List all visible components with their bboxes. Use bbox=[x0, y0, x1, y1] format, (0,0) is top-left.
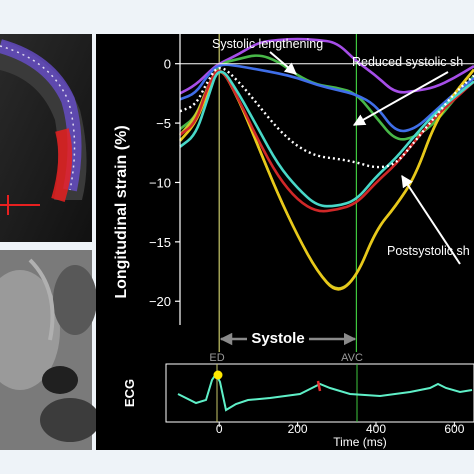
mri-image bbox=[0, 250, 100, 450]
avc-label: AVC bbox=[341, 352, 363, 364]
reference-lines bbox=[218, 34, 357, 352]
annotation-arrow-postsystolic bbox=[401, 174, 461, 265]
axes: 0 −5 −10 −15 −20 bbox=[149, 34, 474, 325]
series-line-7 bbox=[179, 66, 474, 169]
strain-plot: 0 −5 −10 −15 −20 Longitudinal strain (%) Sys… bbox=[113, 34, 474, 364]
annotation-arrow-reduced-systolic bbox=[352, 71, 449, 126]
x-tick-label: 0 bbox=[216, 422, 223, 436]
y-tick-label: 0 bbox=[164, 57, 171, 72]
ecg-ed-marker bbox=[213, 370, 223, 380]
annotation-reduced-systolic: Reduced systolic sh bbox=[352, 55, 463, 69]
echo-image bbox=[0, 34, 92, 242]
annotation-postsystolic: Postsystolic sh bbox=[387, 244, 470, 258]
y-tick-label: −15 bbox=[149, 235, 171, 250]
series-line-6 bbox=[179, 70, 474, 208]
x-ticks: 0 200 400 600 bbox=[216, 422, 465, 436]
series-line-2 bbox=[179, 63, 474, 133]
x-tick-label: 600 bbox=[444, 422, 464, 436]
y-tick-label: −5 bbox=[156, 116, 171, 131]
x-tick-label: 200 bbox=[288, 422, 308, 436]
y-tick-label: −10 bbox=[149, 175, 171, 190]
y-ticks: 0 −5 −10 −15 −20 bbox=[149, 57, 180, 309]
ecg-avc-marker bbox=[316, 380, 322, 392]
systole-label: Systole bbox=[251, 330, 304, 347]
series-line-4 bbox=[179, 68, 474, 291]
annotation-systolic-lengthening: Systolic lengthening bbox=[212, 37, 323, 51]
ecg-label: ECG bbox=[122, 379, 137, 407]
ecg-panel: ECG 0 200 400 600 Time (ms) bbox=[122, 363, 474, 449]
x-axis-label: Time (ms) bbox=[333, 435, 387, 449]
annotations: Systolic lengthening Reduced systolic sh… bbox=[212, 37, 470, 265]
x-tick-label: 400 bbox=[366, 422, 386, 436]
series-group bbox=[179, 37, 474, 291]
ed-label: ED bbox=[209, 352, 224, 364]
annotation-arrow-systolic-lengthening bbox=[269, 51, 297, 75]
y-axis-label: Longitudinal strain (%) bbox=[113, 125, 130, 298]
systole-bar: Systole bbox=[219, 328, 357, 347]
y-tick-label: −20 bbox=[149, 294, 171, 309]
